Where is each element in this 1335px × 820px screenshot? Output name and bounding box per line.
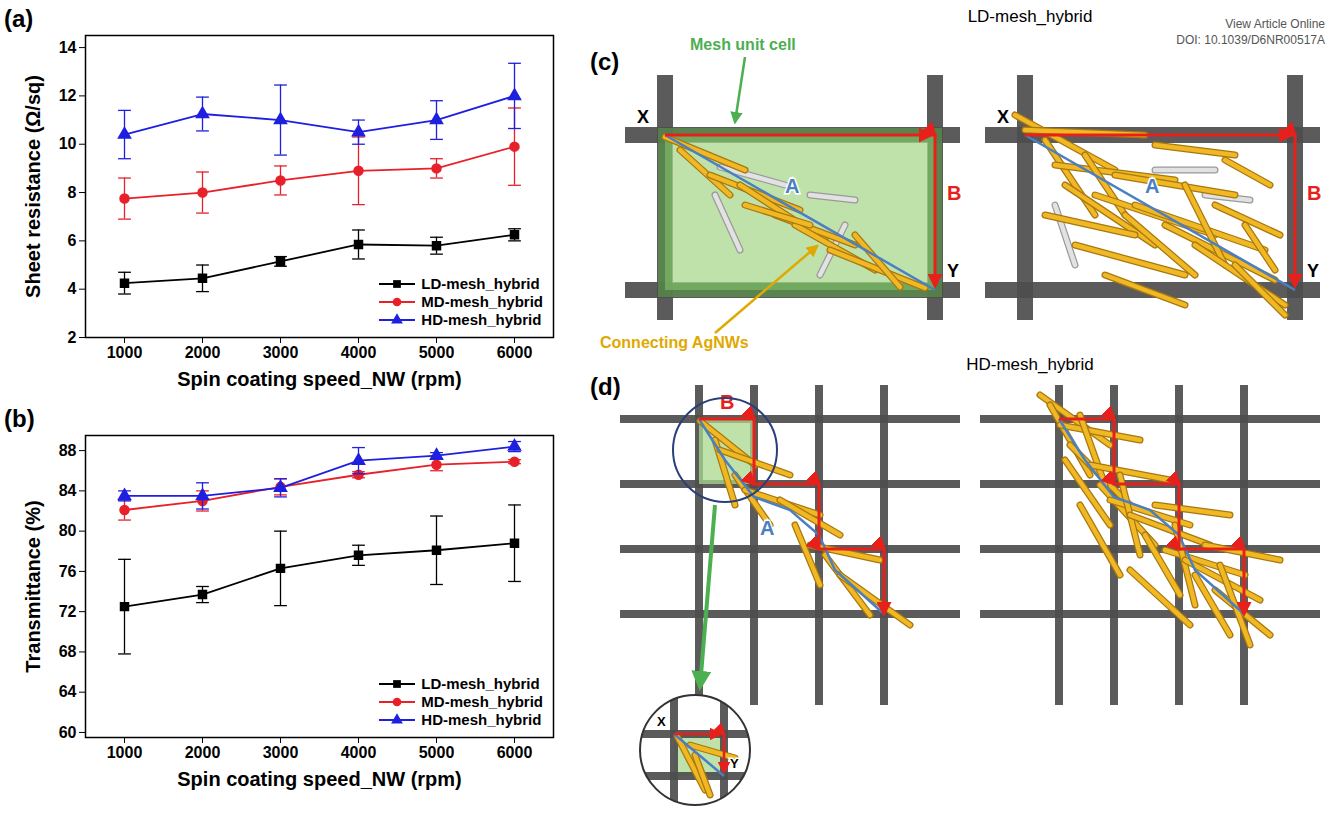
svg-text:Y: Y bbox=[947, 261, 959, 281]
svg-text:2000: 2000 bbox=[185, 344, 221, 361]
svg-text:A: A bbox=[1145, 175, 1159, 197]
html-text:MD-mesh_hybrid: MD-mesh_hybrid bbox=[421, 693, 543, 710]
svg-text:5000: 5000 bbox=[419, 344, 455, 361]
html-text:LD-mesh_hybrid: LD-mesh_hybrid bbox=[421, 275, 540, 292]
svg-text:2: 2 bbox=[68, 329, 77, 346]
svg-text:B: B bbox=[720, 391, 734, 413]
svg-text:2000: 2000 bbox=[185, 744, 221, 761]
svg-text:88: 88 bbox=[59, 442, 77, 459]
svg-text:1000: 1000 bbox=[107, 744, 143, 761]
svg-text:Sheet resistance (Ω/sq): Sheet resistance (Ω/sq) bbox=[22, 75, 44, 298]
svg-text:80: 80 bbox=[59, 522, 77, 539]
html-text:(b): (b) bbox=[4, 405, 35, 432]
svg-text:14: 14 bbox=[59, 39, 77, 56]
svg-text:3000: 3000 bbox=[263, 744, 299, 761]
svg-text:10: 10 bbox=[59, 135, 77, 152]
html-text:HD-mesh_hybrid: HD-mesh_hybrid bbox=[421, 311, 542, 328]
svg-text:B: B bbox=[1307, 182, 1321, 204]
html-text:(a): (a) bbox=[4, 5, 34, 32]
svg-text:HD-mesh_hybrid: HD-mesh_hybrid bbox=[966, 355, 1094, 374]
svg-text:4000: 4000 bbox=[341, 744, 377, 761]
svg-text:5000: 5000 bbox=[419, 744, 455, 761]
svg-text:8: 8 bbox=[68, 184, 77, 201]
svg-text:4: 4 bbox=[68, 280, 77, 297]
svg-text:X: X bbox=[657, 714, 666, 729]
svg-text:Mesh unit cell: Mesh unit cell bbox=[690, 36, 796, 53]
svg-text:72: 72 bbox=[59, 603, 77, 620]
svg-text:6000: 6000 bbox=[497, 344, 533, 361]
svg-text:76: 76 bbox=[59, 563, 77, 580]
svg-text:DOI: 10.1039/D6NR00517A: DOI: 10.1039/D6NR00517A bbox=[1176, 33, 1325, 47]
svg-text:B: B bbox=[947, 182, 961, 204]
svg-text:LD-mesh_hybrid: LD-mesh_hybrid bbox=[968, 7, 1093, 26]
svg-text:Spin coating speed_NW (rpm): Spin coating speed_NW (rpm) bbox=[177, 368, 461, 390]
svg-text:Spin coating speed_NW (rpm): Spin coating speed_NW (rpm) bbox=[177, 768, 461, 790]
svg-text:X: X bbox=[637, 107, 649, 127]
svg-text:Y: Y bbox=[1307, 261, 1319, 281]
svg-text:Connecting AgNWs: Connecting AgNWs bbox=[600, 334, 749, 351]
html-text:HD-mesh_hybrid: HD-mesh_hybrid bbox=[421, 711, 542, 728]
svg-text:Transmittance (%): Transmittance (%) bbox=[22, 500, 44, 672]
svg-text:6000: 6000 bbox=[497, 744, 533, 761]
svg-text:68: 68 bbox=[59, 643, 77, 660]
svg-text:3000: 3000 bbox=[263, 344, 299, 361]
svg-text:84: 84 bbox=[59, 482, 77, 499]
svg-text:(c): (c) bbox=[590, 48, 619, 75]
svg-text:A: A bbox=[785, 175, 799, 197]
svg-text:12: 12 bbox=[59, 87, 77, 104]
svg-text:View Article Online: View Article Online bbox=[1225, 17, 1325, 31]
svg-text:6: 6 bbox=[68, 232, 77, 249]
svg-text:64: 64 bbox=[59, 683, 77, 700]
svg-text:Y: Y bbox=[730, 756, 739, 771]
svg-text:X: X bbox=[997, 107, 1009, 127]
html-text:MD-mesh_hybrid: MD-mesh_hybrid bbox=[421, 293, 543, 310]
svg-text:1000: 1000 bbox=[107, 344, 143, 361]
html-text:LD-mesh_hybrid: LD-mesh_hybrid bbox=[421, 675, 540, 692]
svg-text:60: 60 bbox=[59, 724, 77, 741]
svg-text:(d): (d) bbox=[590, 373, 621, 400]
svg-text:A: A bbox=[760, 517, 774, 539]
svg-text:4000: 4000 bbox=[341, 344, 377, 361]
